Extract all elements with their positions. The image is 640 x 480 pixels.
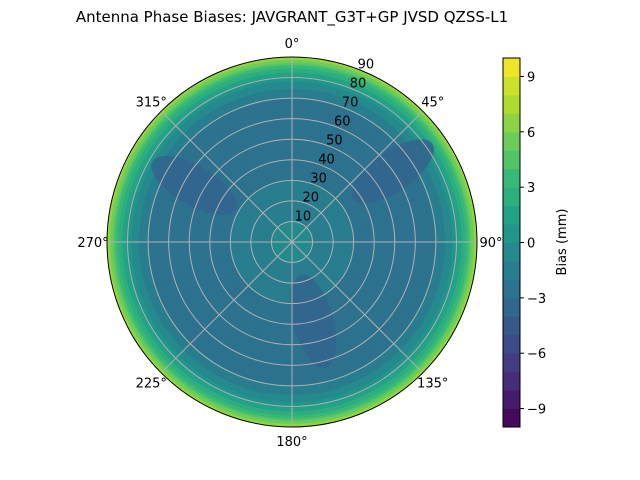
angular-tick-label: 135° bbox=[417, 377, 448, 392]
angular-gridline bbox=[160, 241, 293, 374]
chart-title: Antenna Phase Biases: JAVGRANT_G3T+GP JV… bbox=[75, 8, 509, 26]
colorbar-band bbox=[503, 334, 520, 354]
radial-tick-label: 80 bbox=[350, 77, 367, 92]
angular-gridline bbox=[291, 241, 424, 374]
polar-frame bbox=[106, 56, 478, 428]
colorbar-band bbox=[503, 168, 520, 188]
colorbar-tick-label: −9 bbox=[527, 403, 546, 418]
radial-tick-label: 10 bbox=[295, 210, 312, 225]
colorbar: 9 6 3 0 −3 −6 −9 Bias (mm) bbox=[502, 57, 570, 428]
colorbar-band bbox=[503, 260, 520, 280]
colorbar-band bbox=[503, 390, 520, 410]
angular-tick-label: 270° bbox=[77, 236, 108, 251]
colorbar-label: Bias (mm) bbox=[555, 209, 570, 276]
colorbar-band bbox=[503, 353, 520, 373]
colorbar-tick-label: 0 bbox=[527, 237, 535, 252]
colorbar-tick-label: 6 bbox=[527, 126, 535, 141]
angular-tick-label: 0° bbox=[285, 37, 300, 52]
colorbar-band bbox=[503, 279, 520, 299]
colorbar-band bbox=[503, 76, 520, 96]
angular-tick-label: 315° bbox=[136, 95, 167, 110]
colorbar-band bbox=[503, 150, 520, 170]
radial-tick-label: 30 bbox=[310, 172, 327, 187]
colorbar-band bbox=[503, 113, 520, 133]
colorbar-band bbox=[503, 187, 520, 207]
colorbar-tick-label: −3 bbox=[527, 292, 546, 307]
colorbar-band bbox=[503, 316, 520, 336]
angular-gridline bbox=[160, 110, 293, 243]
colorbar-band bbox=[503, 371, 520, 391]
colorbar-tick-label: 9 bbox=[527, 70, 535, 85]
radial-tick-label: 60 bbox=[334, 115, 351, 130]
colorbar-band bbox=[503, 205, 520, 225]
radial-tick-label: 40 bbox=[318, 153, 335, 168]
colorbar-band bbox=[503, 58, 520, 77]
radial-tick-label: 90 bbox=[358, 58, 375, 73]
angular-tick-label: 90° bbox=[479, 236, 502, 251]
radial-tick-label: 50 bbox=[326, 134, 343, 149]
colorbar-band bbox=[503, 408, 520, 428]
contour-minimum bbox=[151, 155, 237, 216]
radial-tick-label: 70 bbox=[342, 96, 359, 111]
colorbar-band bbox=[503, 94, 520, 114]
colorbar-band bbox=[503, 224, 520, 243]
angular-tick-label: 225° bbox=[136, 377, 167, 392]
angular-gridline bbox=[291, 110, 424, 243]
colorbar-band bbox=[503, 242, 520, 262]
angular-tick-label: 45° bbox=[421, 95, 444, 110]
angular-tick-label: 180° bbox=[276, 435, 307, 450]
colorbar-tick-label: 3 bbox=[527, 181, 535, 196]
colorbar-band bbox=[503, 297, 520, 317]
radial-tick-label: 20 bbox=[303, 191, 320, 206]
colorbar-tick-label: −6 bbox=[527, 347, 546, 362]
colorbar-band bbox=[503, 131, 520, 151]
